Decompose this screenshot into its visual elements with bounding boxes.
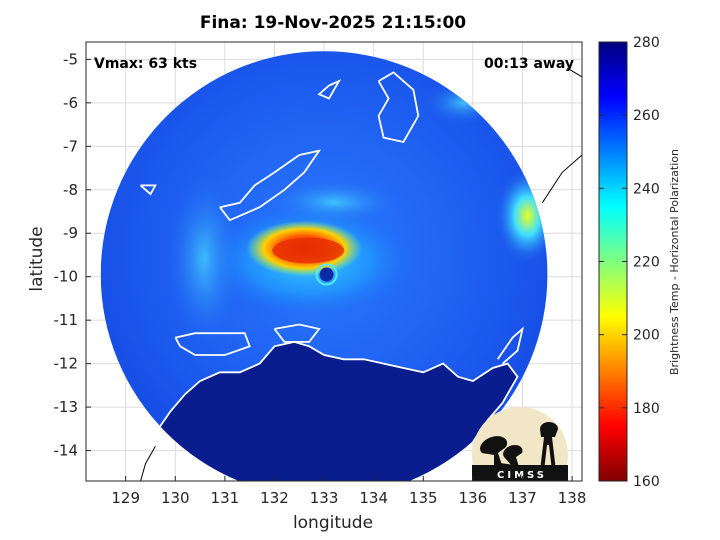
colorbar: 280 260 240 220 200 180 160 Brightness Temp - …	[598, 35, 681, 490]
y-axis-label: latitude	[27, 226, 47, 291]
y-tick-label: -6	[63, 94, 78, 112]
coastline-island-groups	[174, 323, 525, 365]
colorbar-label: Brightness Temp - Horizontal Polarizatio…	[668, 149, 681, 375]
plot-area: Vmax: 63 kts 00:13 away CIMSS	[86, 42, 582, 481]
time-away-annotation: 00:13 away	[484, 56, 574, 72]
y-tick-label: -12	[54, 355, 79, 373]
x-tick-label: 132	[260, 489, 289, 507]
cimss-logo: CIMSS	[472, 407, 568, 481]
y-axis-ticks: -5 -6 -7 -8 -9 -10 -11 -12 -13 -14	[54, 50, 91, 460]
x-tick-label: 129	[111, 489, 140, 507]
colorbar-tick-label: 160	[633, 474, 660, 490]
y-tick-label: -8	[63, 181, 78, 199]
y-tick-label: -5	[63, 50, 78, 68]
coastline-outside-ne	[541, 67, 582, 204]
y-tick-label: -9	[63, 224, 78, 242]
y-tick-label: -10	[54, 268, 79, 286]
x-tick-label: 131	[211, 489, 240, 507]
colorbar-ticks: 280 260 240 220 200 180 160	[599, 35, 660, 490]
chart-title: Fina: 19-Nov-2025 21:15:00	[200, 13, 466, 33]
coastline-south	[100, 340, 519, 481]
colorbar-tick-label: 180	[633, 401, 660, 417]
x-axis-label: longitude	[293, 513, 373, 533]
coastline-outside-sw	[140, 445, 156, 481]
coastline-north-islands	[100, 71, 548, 222]
colorbar-tick-label: 200	[633, 328, 660, 344]
y-tick-label: -14	[54, 442, 79, 460]
x-tick-label: 130	[161, 489, 190, 507]
colorbar-tick-label: 220	[633, 255, 660, 271]
x-tick-label: 137	[508, 489, 537, 507]
colorbar-tick-label: 280	[633, 35, 660, 51]
colorbar-tick-label: 260	[633, 108, 660, 124]
logo-text: CIMSS	[497, 470, 547, 481]
y-tick-label: -7	[63, 137, 78, 155]
storm-eye	[319, 267, 334, 282]
storm-eye-ring	[315, 263, 338, 286]
y-tick-label: -13	[54, 398, 79, 416]
eyewall-warm-band-inner	[272, 237, 345, 264]
colorbar-tick-label: 240	[633, 181, 660, 197]
plot-frame	[85, 41, 583, 482]
x-tick-label: 135	[409, 489, 438, 507]
x-tick-label: 138	[558, 489, 587, 507]
vmax-annotation: Vmax: 63 kts	[94, 56, 197, 72]
y-tick-label: -11	[54, 311, 79, 329]
x-axis-ticks: 129 130 131 132 133 134 135 136 137 138	[111, 476, 586, 507]
x-tick-label: 136	[459, 489, 488, 507]
x-tick-label: 134	[359, 489, 388, 507]
x-tick-label: 133	[310, 489, 339, 507]
